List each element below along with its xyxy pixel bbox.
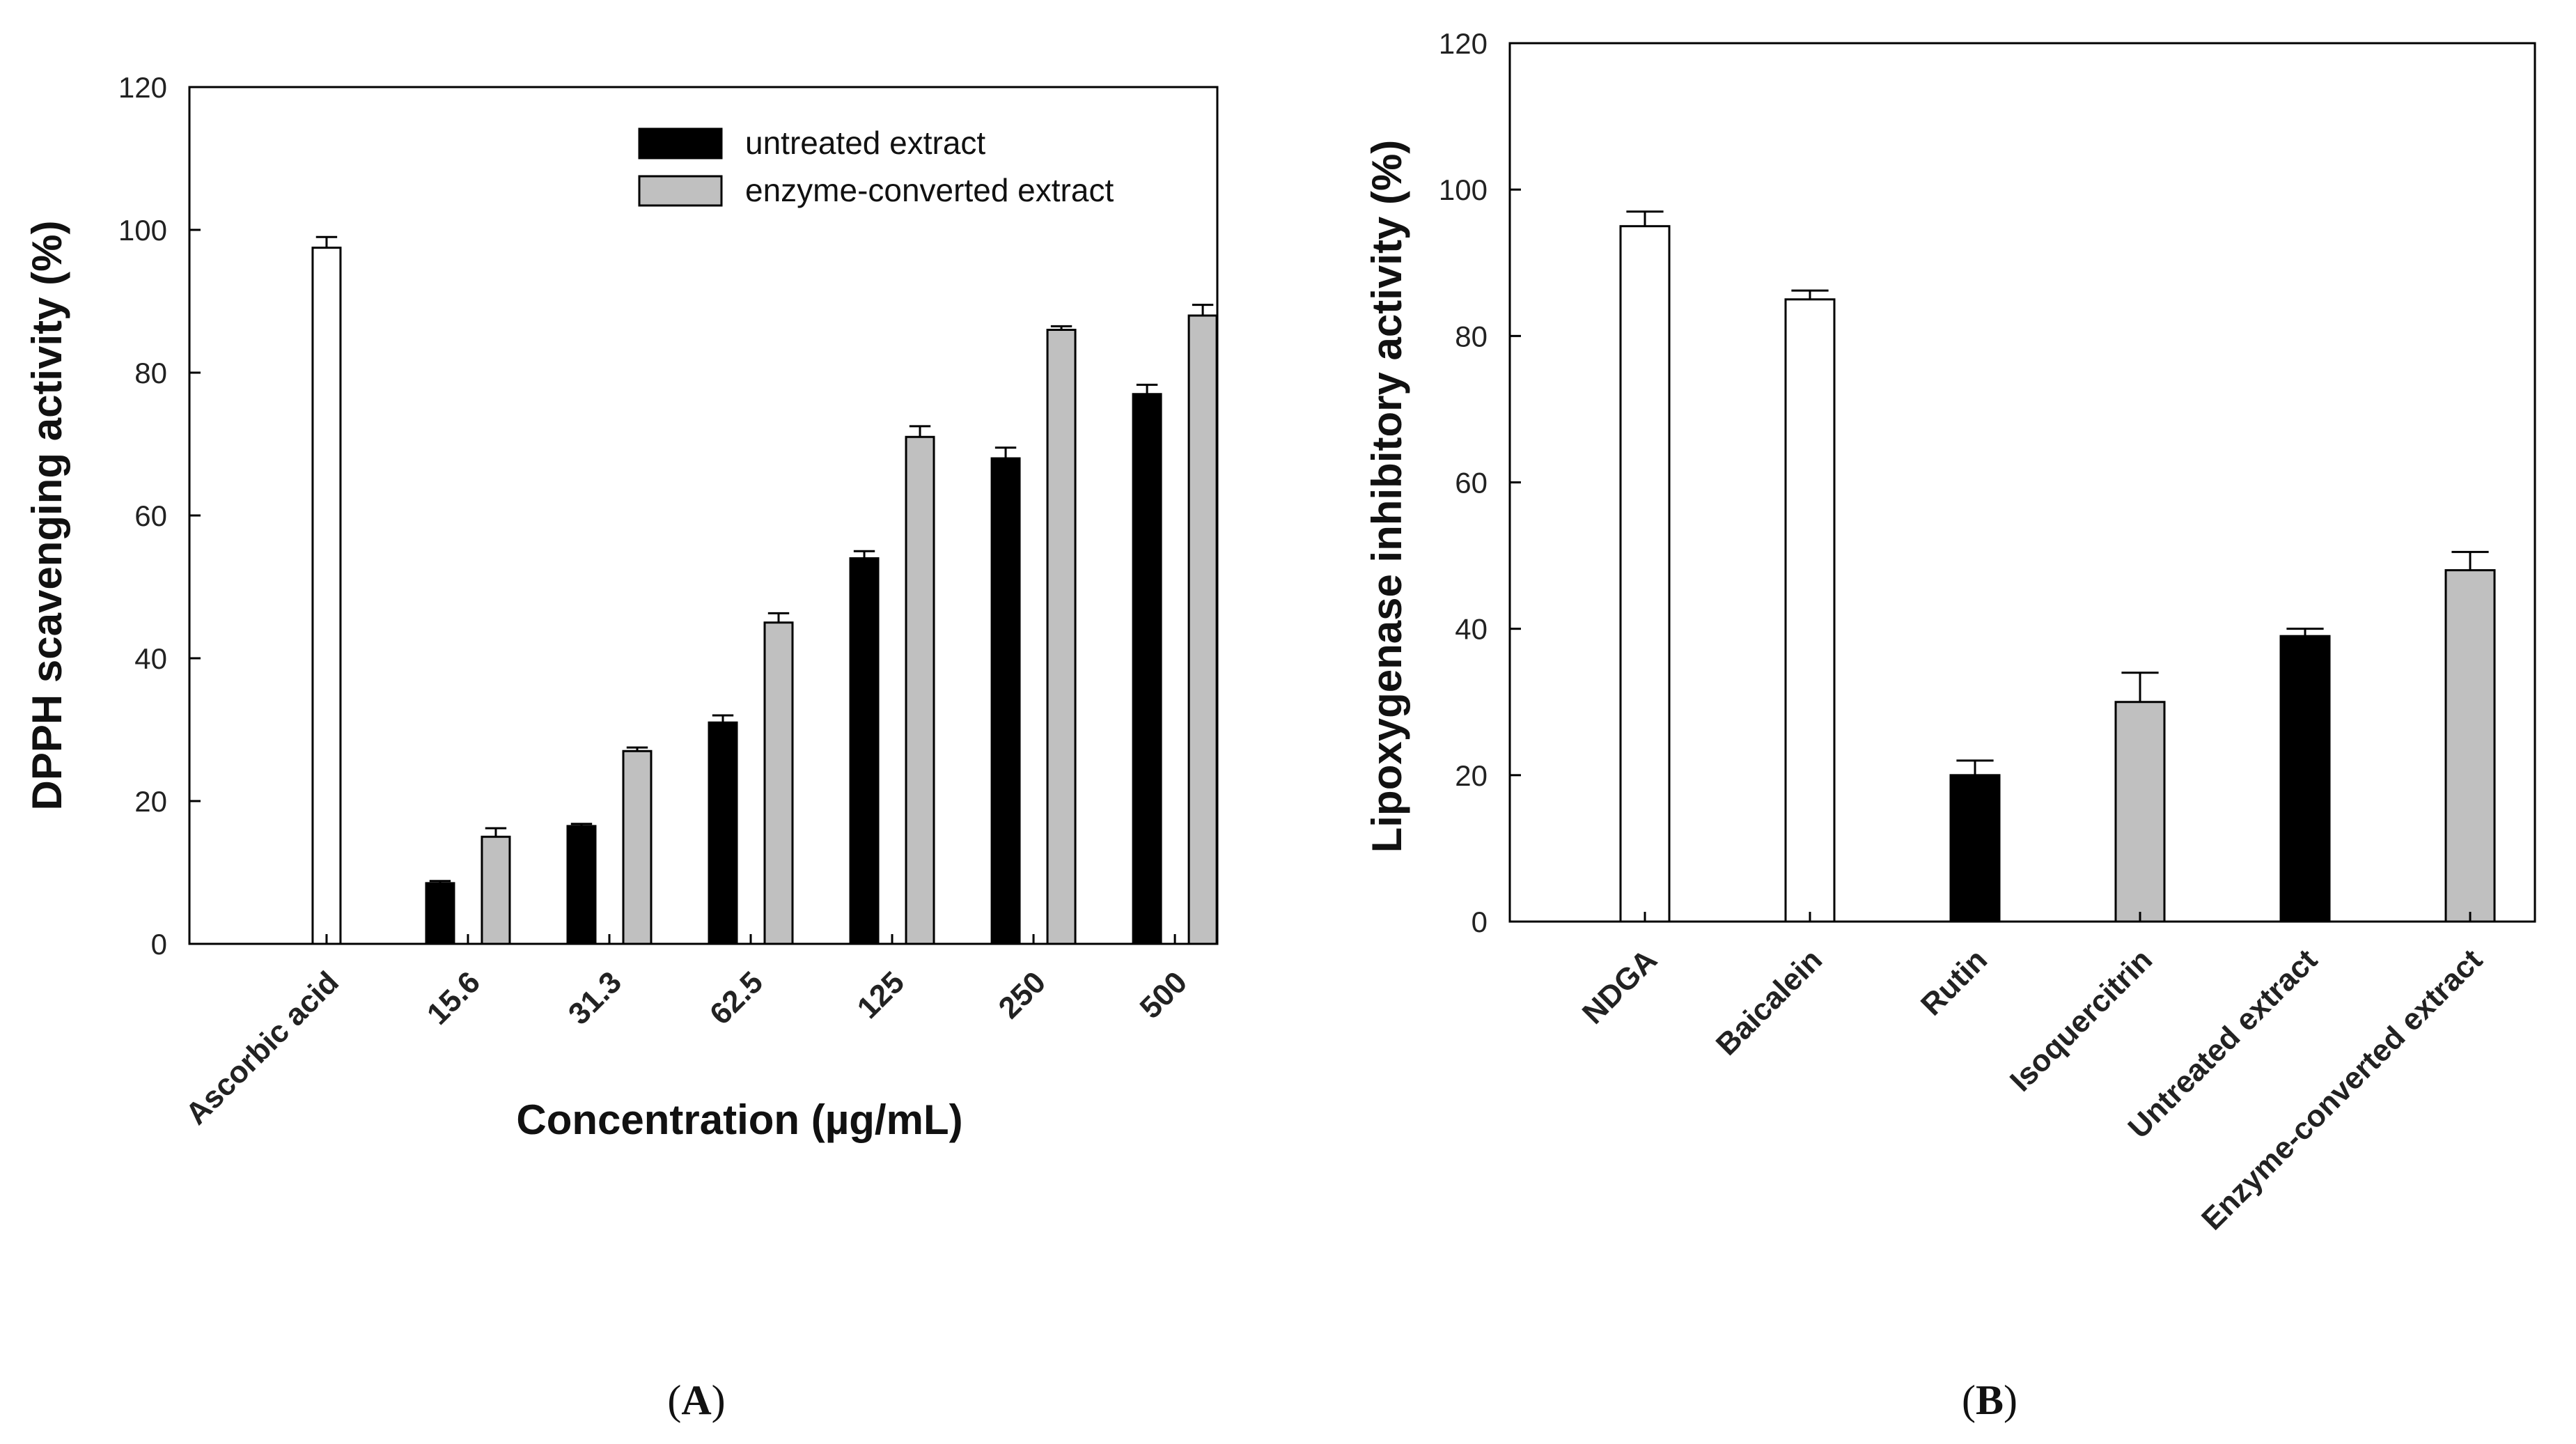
bar-untreated-extract — [990, 457, 1021, 945]
bar-enzyme-converted-extract — [905, 435, 935, 945]
bar-untreated-extract — [2279, 635, 2331, 923]
bar-isoquercitrin — [2114, 701, 2166, 923]
y-axis-title: DPPH scavenging activity (%) — [24, 221, 70, 811]
bar-baicalein — [1784, 298, 1836, 923]
x-tick-label: NDGA — [1576, 942, 1664, 1030]
y-axis-title: Lipoxygenase inhibitory activity (%) — [1364, 140, 1410, 853]
panel-b-chart: 0 20 40 60 80 100 120 NDGA Baicalein Rutin Isoquer… — [1364, 27, 2536, 1236]
bar-untreated-extract — [425, 882, 455, 945]
x-tick-label: Baicalein — [1710, 942, 1829, 1062]
bar-untreated-extract — [708, 721, 738, 945]
bar-enzyme-converted-extract — [1046, 329, 1077, 945]
y-tick-label: 60 — [134, 499, 167, 532]
y-tick-label: 40 — [1455, 613, 1488, 646]
panel-a-label: (A) — [667, 1377, 725, 1423]
legend-label: untreated extract — [745, 125, 985, 161]
y-tick-label: 100 — [1439, 173, 1488, 206]
x-tick-label: 125 — [851, 965, 912, 1025]
x-tick-label: Isoquercitrin — [2004, 942, 2159, 1098]
panel-a-chart: 0 20 40 60 80 100 120 Ascorbic acid 15.6 31.3 62.5… — [24, 71, 1219, 1143]
y-tick-label: 100 — [118, 214, 167, 247]
legend-swatch — [638, 127, 723, 160]
bar-enzyme-converted-extract — [2444, 569, 2496, 923]
x-tick-label: 500 — [1134, 965, 1194, 1025]
bar-ascorbic-acid — [311, 247, 342, 945]
x-tick-label: 62.5 — [703, 965, 770, 1031]
bar-ndga — [1619, 225, 1671, 923]
y-tick-label: 20 — [134, 785, 167, 818]
legend-label: enzyme-converted extract — [745, 172, 1114, 208]
bar-untreated-extract — [566, 825, 597, 945]
y-tick-label: 20 — [1455, 759, 1488, 792]
y-tick-label: 120 — [1439, 27, 1488, 60]
y-tick-label: 60 — [1455, 467, 1488, 499]
y-tick-label: 80 — [1455, 320, 1488, 352]
y-tick-label: 80 — [134, 357, 167, 389]
bar-enzyme-converted-extract — [622, 750, 653, 945]
x-tick-label: Enzyme-converted extract — [2195, 942, 2489, 1236]
bar-enzyme-converted-extract — [1187, 314, 1218, 945]
y-tick-label: 0 — [1472, 906, 1488, 938]
bar-enzyme-converted-extract — [481, 835, 511, 945]
y-tick-label: 0 — [151, 928, 167, 961]
x-tick-label: 15.6 — [421, 965, 487, 1031]
bar-untreated-extract — [1132, 393, 1162, 945]
x-tick-label: Rutin — [1914, 942, 1994, 1022]
x-axis-title: Concentration (µg/mL) — [516, 1096, 962, 1143]
x-tick-label: Ascorbic acid — [179, 965, 345, 1131]
x-tick-label: 31.3 — [562, 965, 628, 1031]
x-tick-label: 250 — [992, 965, 1053, 1025]
bar-untreated-extract — [849, 557, 880, 945]
y-tick-label: 40 — [134, 642, 167, 675]
panel-b-label: (B) — [1962, 1377, 2017, 1423]
bar-enzyme-converted-extract — [763, 621, 794, 945]
y-tick-label: 120 — [118, 71, 167, 104]
bar-rutin — [1949, 774, 2001, 923]
legend-swatch — [638, 175, 723, 207]
